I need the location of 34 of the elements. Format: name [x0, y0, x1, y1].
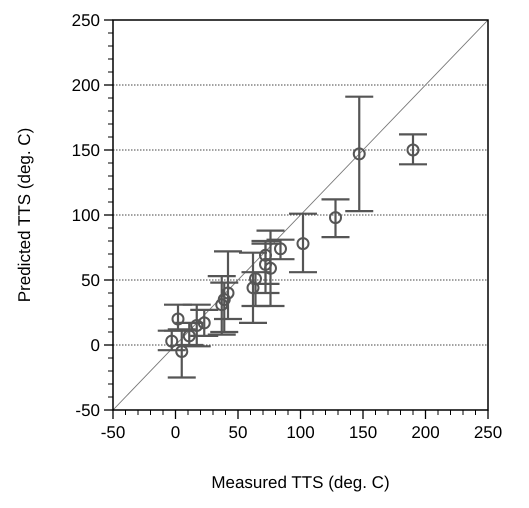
- point: [198, 316, 211, 330]
- point: [259, 258, 272, 271]
- y-tick-label: 150: [72, 140, 100, 160]
- y-tick-label: 50: [81, 270, 100, 290]
- y-tick-label: 200: [72, 76, 100, 95]
- point: [259, 248, 272, 262]
- point: [182, 329, 196, 342]
- point: [165, 334, 178, 348]
- point: [172, 312, 184, 326]
- x-tick-label: 250: [474, 423, 502, 442]
- x-tick-label: -50: [100, 423, 126, 442]
- y-tick-label: -50: [75, 400, 100, 420]
- y-tick-label: 0: [90, 336, 100, 355]
- point: [264, 262, 277, 275]
- point: [190, 319, 204, 332]
- point: [175, 345, 188, 358]
- point: [215, 298, 228, 312]
- point: [296, 237, 310, 250]
- point: [352, 147, 366, 160]
- point: [329, 211, 342, 224]
- x-tick-label: 200: [411, 423, 440, 442]
- point: [406, 144, 420, 156]
- y-tick-label: 250: [72, 10, 100, 30]
- point: [274, 242, 287, 256]
- x-tick-label: 0: [170, 423, 180, 442]
- x-tick-label: 100: [286, 423, 315, 442]
- point: [222, 286, 234, 300]
- x-axis-title: Measured TTS (deg. C): [211, 473, 390, 492]
- point: [249, 272, 262, 286]
- y-axis-title: Predicted TTS (deg. C): [15, 128, 34, 302]
- x-tick-label: 150: [348, 423, 378, 442]
- point: [246, 281, 260, 294]
- x-tick-label: 50: [228, 423, 248, 442]
- y-tick-label: 100: [72, 206, 100, 225]
